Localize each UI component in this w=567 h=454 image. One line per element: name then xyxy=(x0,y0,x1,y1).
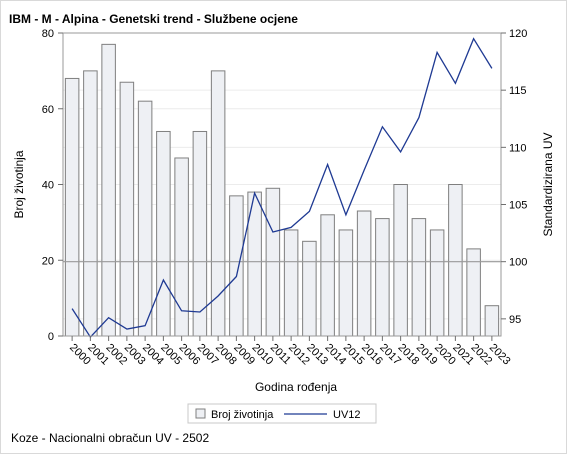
y2-tick-label-2: 105 xyxy=(509,200,527,212)
bar-2023 xyxy=(484,305,500,337)
chart-title: IBM - M - Alpina - Genetski trend - Služ… xyxy=(9,12,298,26)
bar-2015 xyxy=(338,229,354,337)
y2-axis-label: Standardizirana UV xyxy=(541,132,555,236)
bar-2004 xyxy=(137,100,153,337)
y-tick-label-3: 60 xyxy=(42,104,54,116)
plot-area: 0204060809510010511011512020002001200220… xyxy=(42,28,528,367)
bar-2016 xyxy=(356,210,372,337)
y2-tick-label-4: 115 xyxy=(509,85,527,97)
bar-2007 xyxy=(192,130,208,337)
bar-2017 xyxy=(375,218,390,337)
legend-bar-label: Broj životinja xyxy=(211,409,274,421)
uv12-line xyxy=(71,37,493,339)
legend-box xyxy=(187,403,377,424)
y2-tick-label-0: 95 xyxy=(509,314,521,326)
y2-tick-label-5: 120 xyxy=(509,28,527,40)
y-tick-label-2: 40 xyxy=(42,180,54,192)
y-tick-label-4: 80 xyxy=(42,28,54,40)
bar-2019 xyxy=(411,218,427,337)
legend-bar-swatch xyxy=(195,408,206,419)
bar-2012 xyxy=(283,229,299,337)
bar-2021 xyxy=(448,184,463,337)
y-tick-label-0: 0 xyxy=(48,331,54,343)
bar-2018 xyxy=(393,184,408,337)
bar-2001 xyxy=(83,70,98,337)
bar-2014 xyxy=(320,214,335,337)
y2-tick-label-3: 110 xyxy=(509,142,527,154)
bar-2013 xyxy=(302,240,317,337)
footnote: Koze - Nacionalni obračun UV - 2502 xyxy=(11,431,209,445)
bar-2002 xyxy=(101,43,116,337)
x-axis-label: Godina rođenja xyxy=(255,380,337,394)
bar-2020 xyxy=(429,229,445,337)
bar-2003 xyxy=(119,81,135,337)
legend: Broj životinja UV12 xyxy=(187,403,377,424)
y-axis-label: Broj životinja xyxy=(12,150,26,218)
bar-2005 xyxy=(156,130,171,337)
bar-2000 xyxy=(64,77,80,337)
bar-2006 xyxy=(174,157,189,337)
legend-line-label: UV12 xyxy=(333,409,361,421)
bar-2009 xyxy=(229,195,244,337)
y-tick-label-1: 20 xyxy=(42,255,54,267)
y2-tick-label-1: 100 xyxy=(509,257,527,269)
